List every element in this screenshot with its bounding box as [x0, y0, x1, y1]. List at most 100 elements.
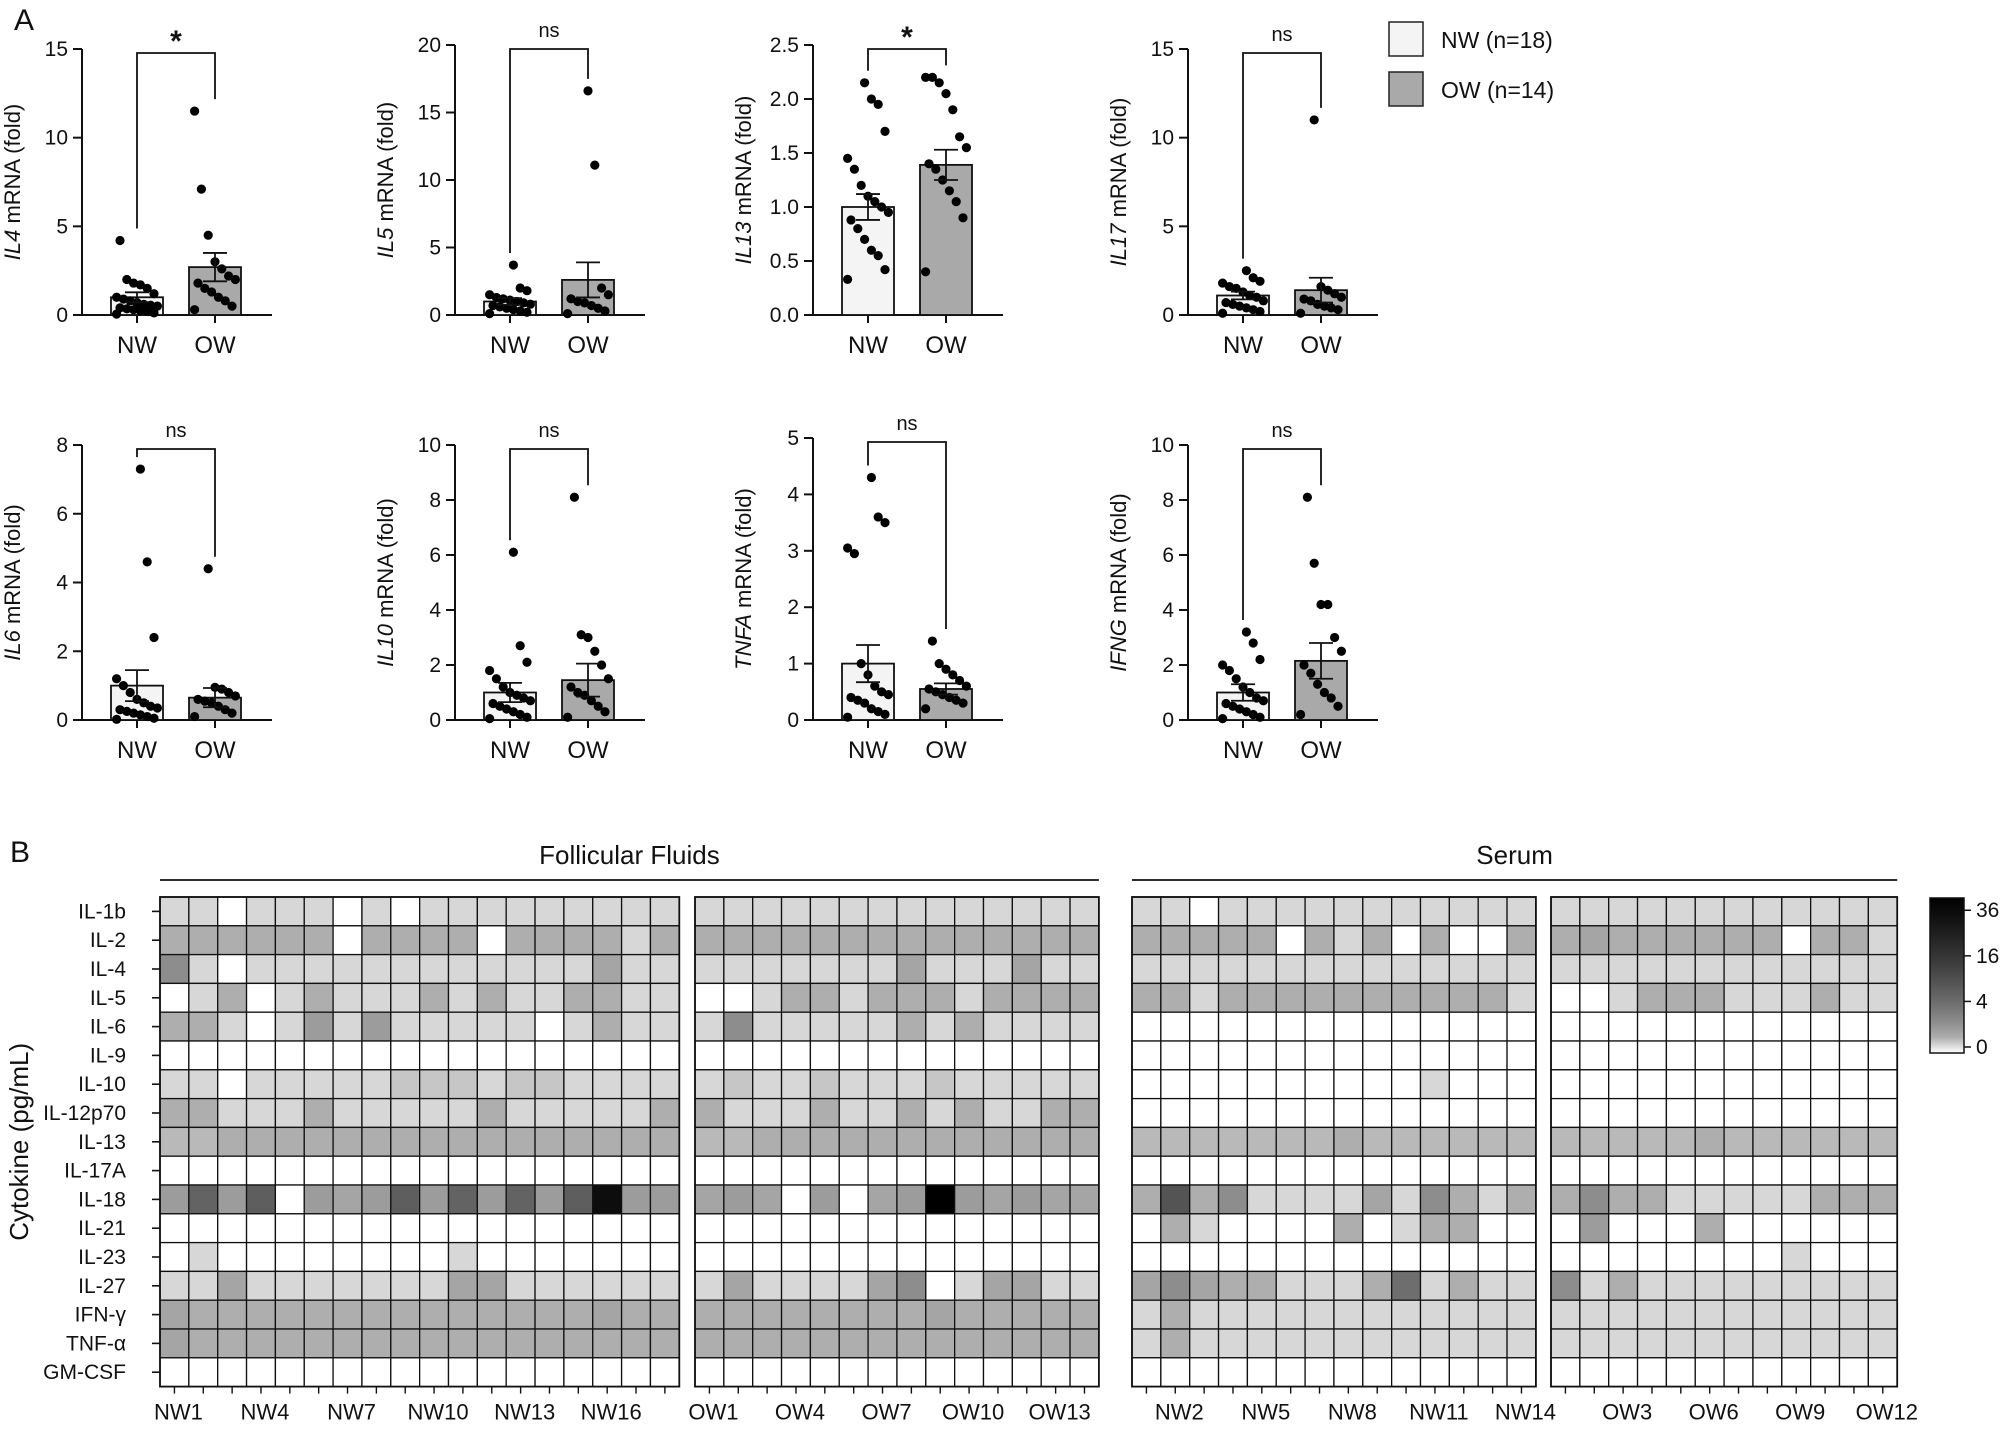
heatmap-cell — [303, 1328, 334, 1359]
heatmap-cell — [1838, 925, 1870, 956]
heatmap-cell — [447, 1126, 479, 1157]
heatmap-cell — [1665, 982, 1696, 1013]
heatmap-cell — [245, 1126, 277, 1157]
y-axis-label-unit: mRNA (fold) — [373, 102, 398, 228]
heatmap-cell — [1217, 1357, 1249, 1388]
chart-il4: 0 5 10 15 NW OW IL4 mRNA (fold) * — [0, 25, 272, 359]
heatmap-cell — [809, 1011, 840, 1042]
heatmap-cell — [896, 1213, 927, 1244]
heatmap-cell — [447, 1097, 479, 1129]
heatmap-cell — [1752, 1213, 1783, 1244]
heatmap-cell — [159, 1069, 190, 1100]
data-point-nw — [1241, 266, 1251, 276]
heatmap-cell — [274, 1213, 305, 1244]
heatmap-cell — [1391, 1155, 1422, 1186]
heatmap-cell — [390, 1213, 421, 1244]
heatmap-cell — [1304, 1213, 1335, 1244]
heatmap-cell — [838, 953, 869, 985]
heatmap-cell — [1694, 1184, 1725, 1215]
heatmap-cell — [1246, 1126, 1277, 1157]
heatmap-cell — [505, 1097, 536, 1129]
heatmap-cell — [592, 925, 623, 956]
heatmap-cell — [476, 1155, 507, 1186]
heatmap-cell — [809, 1155, 840, 1186]
heatmap-cell — [1550, 1184, 1581, 1215]
heatmap-cell — [1752, 982, 1783, 1013]
heatmap-cell — [620, 896, 652, 927]
heatmap-cell — [1189, 925, 1220, 956]
heatmap-cell — [867, 1184, 898, 1215]
heatmap-cell — [563, 896, 594, 927]
heatmap-cell — [1246, 1241, 1277, 1273]
heatmap-cell — [418, 1328, 450, 1359]
data-point-ow — [597, 283, 607, 293]
heatmap-cell — [649, 1155, 680, 1186]
heatmap-cell — [1217, 896, 1249, 927]
heatmap-cell — [954, 953, 985, 985]
heatmap-cell — [1217, 1040, 1249, 1071]
y-tick-label: 0 — [1162, 709, 1174, 732]
data-point-ow — [921, 72, 931, 82]
heatmap-cell — [1275, 1270, 1306, 1301]
heatmap-cell — [1694, 1357, 1725, 1388]
heatmap-cell — [1217, 1270, 1249, 1301]
x-tick-label-ow: OW — [1300, 332, 1342, 359]
chart-ifng: 0 2 4 6 8 10 NW OW IFNG mRNA (fold) ns — [1106, 420, 1378, 764]
heatmap-cell — [838, 1126, 869, 1157]
heatmap-cell — [1217, 1011, 1249, 1042]
heatmap-cell — [1448, 896, 1479, 927]
heatmap-cell — [1246, 1299, 1277, 1330]
heatmap-cell — [361, 1328, 392, 1359]
heatmap-cell — [1419, 1069, 1451, 1100]
heatmap-cell — [390, 1241, 421, 1273]
heatmap-cell — [867, 1357, 898, 1388]
heatmap-cell — [563, 1328, 594, 1359]
heatmap-cell — [418, 925, 450, 956]
heatmap-cell — [390, 1155, 421, 1186]
data-point-nw — [129, 278, 139, 288]
heatmap-cell — [1217, 925, 1249, 956]
heatmap-cell — [896, 1328, 927, 1359]
heatmap-cell — [1217, 1184, 1249, 1215]
data-point-nw — [1221, 698, 1231, 709]
heatmap-cell — [1608, 1184, 1639, 1215]
heatmap-cell — [1694, 1069, 1725, 1100]
heatmap-cell — [1752, 1155, 1783, 1186]
heatmap-cell — [896, 1357, 927, 1388]
heatmap-cell — [1189, 1097, 1220, 1129]
heatmap-cell — [1752, 1011, 1783, 1042]
y-tick-label: 3 — [787, 540, 799, 563]
data-point-nw — [142, 557, 152, 567]
y-tick-label: 8 — [56, 434, 68, 457]
data-point-ow — [230, 274, 240, 285]
heatmap-cell — [245, 953, 277, 985]
y-tick-label: 2 — [429, 654, 441, 677]
y-axis-label: IL4 mRNA (fold) — [0, 104, 25, 261]
data-point-nw — [877, 687, 887, 697]
heatmap-cell — [620, 1328, 652, 1359]
colorbar-tick-label: 0 — [1976, 1036, 1988, 1059]
data-point-ow — [203, 564, 213, 574]
significance-bracket — [1242, 448, 1322, 620]
data-point-ow — [217, 264, 227, 274]
heatmap-cell — [217, 982, 248, 1013]
heatmap-cell — [303, 953, 334, 985]
heatmap-cell — [1579, 1328, 1610, 1359]
data-point-ow — [200, 283, 210, 293]
heatmap-cell — [505, 925, 536, 956]
heatmap-cell — [1246, 1357, 1277, 1388]
y-axis-label-unit: mRNA (fold) — [0, 104, 25, 230]
heatmap-cell — [649, 1184, 680, 1215]
y-axis-label-unit: mRNA (fold) — [373, 498, 398, 624]
heatmap-cell — [447, 1299, 479, 1330]
heatmap-cell — [723, 1011, 754, 1042]
data-point-ow — [1323, 285, 1333, 295]
heatmap-cell — [1636, 1011, 1668, 1042]
heatmap-cell — [1723, 925, 1754, 956]
heatmap-row-label: IL-4 — [90, 958, 127, 981]
heatmap-cell — [1781, 982, 1812, 1013]
heatmap-cell — [649, 982, 680, 1013]
heatmap-cell — [925, 1328, 956, 1359]
heatmap-cell — [245, 1097, 277, 1129]
data-point-nw — [873, 251, 883, 261]
